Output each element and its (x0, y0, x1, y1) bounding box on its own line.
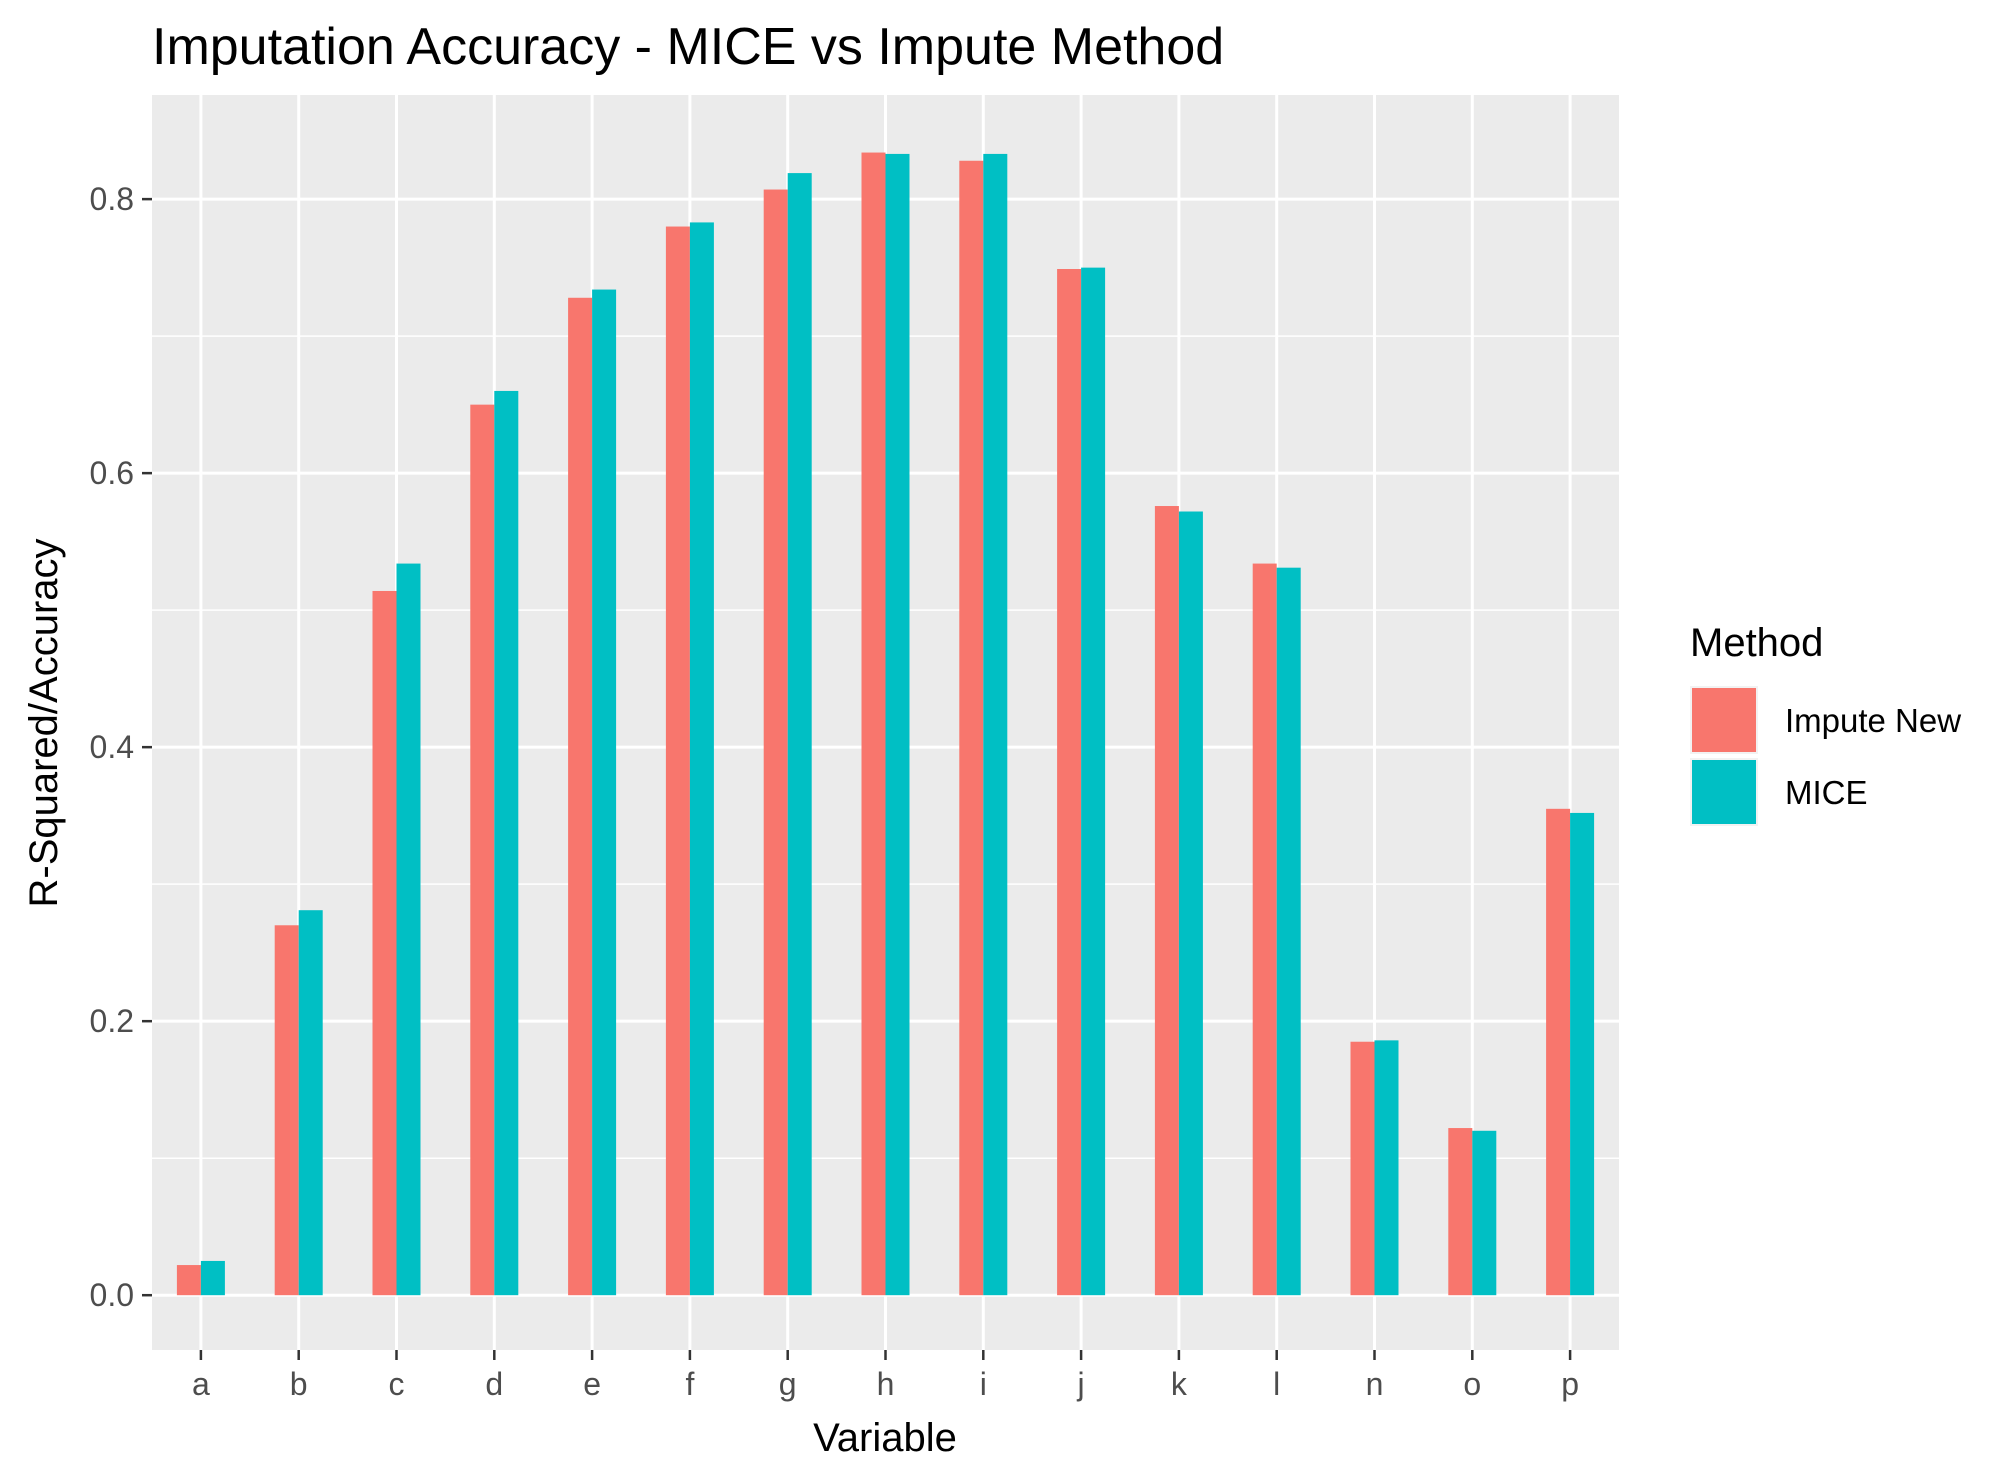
bar-mice-c (396, 563, 421, 1296)
bar-impute-new-i (959, 160, 984, 1296)
bar-mice-l (1276, 567, 1301, 1296)
x-tick-label-o: o (1463, 1366, 1481, 1402)
legend-key-impute-new (1692, 688, 1756, 752)
bar-mice-n (1374, 1040, 1399, 1296)
x-tick-label-d: d (485, 1366, 503, 1402)
bar-impute-new-n (1350, 1041, 1375, 1296)
bar-mice-a (200, 1260, 225, 1296)
bar-impute-new-j (1057, 269, 1082, 1296)
bar-mice-e (592, 289, 617, 1296)
bar-mice-p (1570, 812, 1595, 1296)
y-axis: 0.0 0.2 0.4 0.6 0.8 (90, 181, 152, 1313)
y-tick-label: 0.0 (90, 1277, 134, 1313)
x-tick-label-f: f (685, 1366, 694, 1402)
x-tick-label-p: p (1561, 1366, 1579, 1402)
x-tick-label-e: e (583, 1366, 601, 1402)
bar-mice-k (1178, 511, 1203, 1296)
bar-impute-new-a (176, 1265, 201, 1296)
legend-label: MICE (1785, 774, 1868, 811)
bar-mice-o (1472, 1130, 1497, 1296)
y-tick-label: 0.2 (90, 1003, 134, 1039)
bar-impute-new-o (1448, 1128, 1473, 1296)
bar-impute-new-e (568, 297, 593, 1296)
x-tick-label-j: j (1077, 1366, 1085, 1402)
x-tick-label-i: i (980, 1366, 987, 1402)
bar-impute-new-l (1252, 563, 1277, 1296)
chart-title: Imputation Accuracy - MICE vs Impute Met… (152, 18, 1224, 76)
x-tick-label-k: k (1171, 1366, 1188, 1402)
legend-key-mice (1692, 760, 1756, 824)
bar-impute-new-h (861, 152, 886, 1296)
x-axis-title: Variable (813, 1416, 957, 1460)
bar-impute-new-f (665, 226, 690, 1296)
bar-impute-new-b (274, 925, 299, 1296)
bar-mice-g (787, 173, 812, 1296)
y-tick-label: 0.8 (90, 181, 134, 217)
x-tick-label-h: h (877, 1366, 895, 1402)
bar-impute-new-c (372, 590, 397, 1296)
bar-mice-h (885, 153, 910, 1296)
bars (176, 152, 1595, 1296)
x-tick-label-g: g (779, 1366, 797, 1402)
y-tick-label: 0.4 (90, 729, 134, 765)
bar-mice-d (494, 390, 519, 1296)
bar-mice-i (983, 153, 1008, 1296)
legend-title: Method (1690, 621, 1823, 665)
x-tick-label-b: b (290, 1366, 308, 1402)
bar-impute-new-d (470, 404, 495, 1296)
bar-impute-new-g (763, 189, 788, 1296)
x-tick-label-l: l (1273, 1366, 1280, 1402)
x-tick-label-c: c (389, 1366, 405, 1402)
x-tick-label-a: a (192, 1366, 210, 1402)
bar-mice-f (689, 222, 714, 1296)
bar-impute-new-p (1546, 808, 1571, 1296)
legend: Method Impute New MICE (1690, 621, 1961, 826)
y-axis-title: R-Squared/Accuracy (22, 538, 66, 907)
x-tick-label-n: n (1366, 1366, 1384, 1402)
legend-label: Impute New (1785, 702, 1961, 739)
bar-mice-b (298, 910, 323, 1296)
bar-mice-j (1081, 267, 1106, 1296)
bar-impute-new-k (1154, 506, 1179, 1296)
y-tick-label: 0.6 (90, 455, 134, 491)
